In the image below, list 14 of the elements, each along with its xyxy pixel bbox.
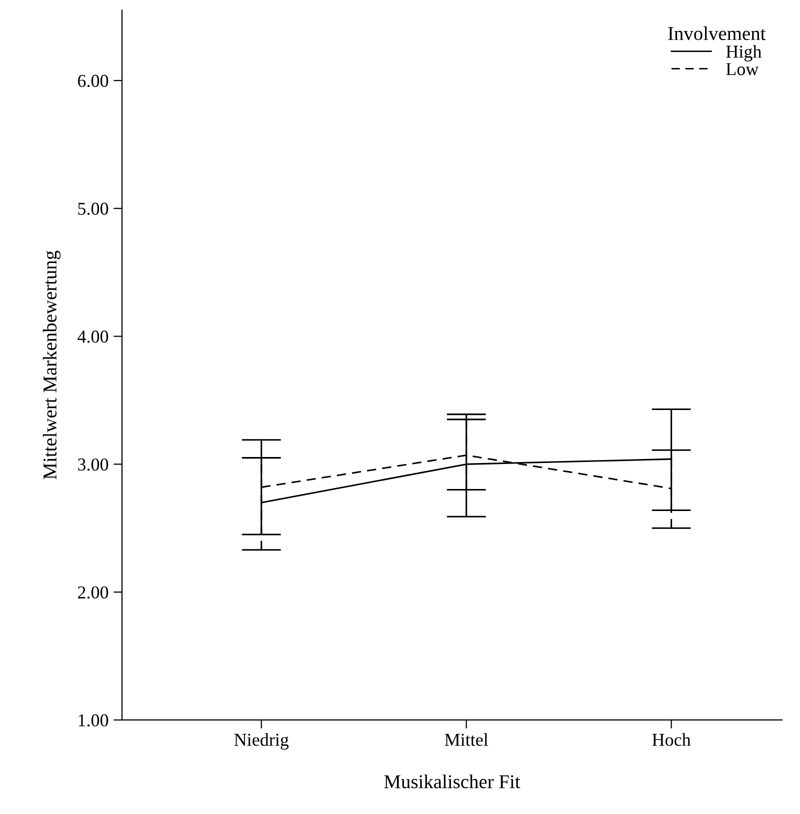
x-tick-label: Niedrig bbox=[234, 733, 289, 750]
legend-label: High bbox=[726, 45, 762, 62]
y-tick-label: 6.00 bbox=[78, 74, 108, 88]
x-axis-title: Musikalischer Fit bbox=[384, 774, 520, 788]
y-axis-title: Mittelwert Markenbewertung bbox=[42, 250, 61, 480]
legend-label: Low bbox=[726, 63, 759, 76]
x-tick-label: Mittel bbox=[444, 733, 488, 746]
y-tick-label: 5.00 bbox=[78, 202, 108, 215]
y-tick-label: 1.00 bbox=[78, 714, 108, 727]
y-tick-label: 4.00 bbox=[78, 330, 108, 343]
x-tick-label: Hoch bbox=[652, 733, 691, 746]
y-tick-label: 2.00 bbox=[78, 586, 108, 599]
legend-title: Involvement bbox=[668, 26, 766, 40]
y-tick-label: 3.00 bbox=[78, 458, 108, 471]
